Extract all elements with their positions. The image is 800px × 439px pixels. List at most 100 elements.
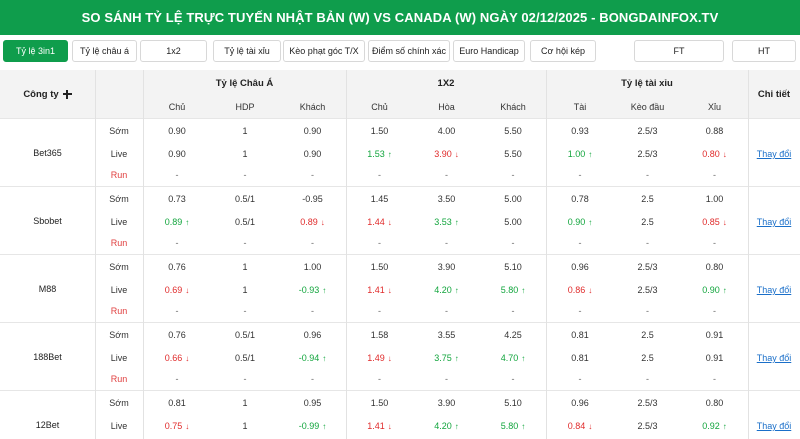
odds-value: -: [175, 170, 179, 180]
row-label: Live: [110, 353, 128, 363]
tab-1[interactable]: Tỷ lệ châu á: [72, 40, 137, 62]
odds-cell-ah-home: 0.69 ↓: [143, 279, 211, 301]
plus-icon[interactable]: [62, 89, 72, 99]
odds-value: 2.5/3: [637, 285, 658, 295]
odds-value: 1.00: [303, 262, 322, 272]
odds-cell-ah-away: -: [279, 164, 346, 186]
odds-value: -: [243, 306, 247, 316]
odds-cell-x12-draw: 4.20 ↑: [413, 279, 480, 301]
odds-cell-x12-draw: 3.55: [413, 324, 480, 346]
odds-cell-ou-line: -: [614, 300, 681, 322]
arrow-up-icon: ↑: [521, 421, 526, 431]
odds-value: 0.95: [303, 398, 322, 408]
arrow-up-icon: ↑: [722, 421, 727, 431]
odds-value: 2.5/3: [637, 262, 658, 272]
odds-cell-ah-away: 0.89 ↓: [279, 211, 346, 233]
odds-value: -: [511, 170, 515, 180]
odds-cell-ah-away: 0.90: [279, 143, 346, 165]
odds-cell-x12-draw: 4.20 ↑: [413, 415, 480, 437]
odds-value: 0.92: [702, 421, 720, 431]
odds-value: -: [646, 374, 649, 384]
subheader-x12-away: Khách: [500, 102, 526, 112]
change-history-link[interactable]: Thay đổi: [756, 285, 792, 295]
odds-value: -: [175, 306, 179, 316]
odds-cell-x12-draw: -: [413, 300, 480, 322]
odds-table: Công ty Tỷ lệ Châu Á 1X2 Tỷ lệ tài xỉu C…: [0, 70, 800, 439]
tab-9[interactable]: HT: [732, 40, 796, 62]
odds-cell-x12-away: 5.00: [480, 211, 546, 233]
arrow-down-icon: ↓: [185, 285, 190, 295]
change-history-link[interactable]: Thay đổi: [756, 353, 792, 363]
odds-cell-x12-home: 1.50: [346, 256, 413, 278]
odds-cell-ah-hdp: 0.5/1: [211, 347, 279, 369]
odds-cell-ah-hdp: 1: [211, 279, 279, 301]
odds-value: 0.96: [571, 262, 589, 272]
tab-5[interactable]: Điểm số chính xác: [368, 40, 450, 62]
odds-cell-ou-over: 0.78: [546, 188, 614, 210]
odds-value: 0.86: [567, 285, 586, 295]
change-history-link[interactable]: Thay đổi: [756, 217, 792, 227]
odds-value: -: [578, 170, 582, 180]
odds-cell-ou-over: 1.00 ↑: [546, 143, 614, 165]
company-row-group: M88 Sớm 0.76 1 1.00 1.50 3.90 5.10 0.96 2.5/3 0.80…: [0, 254, 800, 321]
odds-value: 1.58: [370, 330, 389, 340]
odds-cell-ou-line: 2.5/3: [614, 120, 681, 142]
odds-cell-x12-draw: 3.75 ↑: [413, 347, 480, 369]
odds-value: -: [175, 238, 179, 248]
tab-3[interactable]: Tỷ lệ tài xỉu: [213, 40, 281, 62]
company-row-group: Sbobet Sớm 0.73 0.5/1 -0.95 1.45 3.50 5.00 0.78 2…: [0, 186, 800, 253]
odds-row-live: Live 0.90 1 0.90 1.53 ↑ 3.90 ↓ 5.50 1.00 ↑ 2.5/3 0.8…: [95, 143, 800, 165]
odds-value: -: [713, 170, 716, 180]
odds-value: 5.00: [504, 217, 522, 227]
tab-6[interactable]: Euro Handicap: [453, 40, 525, 62]
odds-row-early: Sớm 0.73 0.5/1 -0.95 1.45 3.50 5.00 0.78 2.5 1.00: [95, 188, 800, 210]
odds-value: 0.66: [164, 353, 183, 363]
arrow-down-icon: ↓: [454, 149, 459, 159]
change-history-link[interactable]: Thay đổi: [756, 149, 792, 159]
change-history-link[interactable]: Thay đổi: [756, 421, 792, 431]
odds-value: -: [713, 374, 716, 384]
odds-row-run: Run - - - - - - - - -: [95, 300, 800, 322]
tab-7[interactable]: Cơ hội kép: [530, 40, 596, 62]
odds-cell-ah-away: -0.93 ↑: [279, 279, 346, 301]
odds-cell-x12-away: 5.80 ↑: [480, 279, 546, 301]
odds-cell-x12-away: 5.10: [480, 392, 546, 414]
company-name: 188Bet: [33, 351, 62, 362]
tab-0[interactable]: Tỷ lệ 3in1: [3, 40, 68, 62]
odds-value: -: [311, 374, 314, 384]
odds-value: -0.94: [298, 353, 320, 363]
odds-cell-ou-line: 2.5/3: [614, 143, 681, 165]
odds-cell-ou-over: 0.90 ↑: [546, 211, 614, 233]
odds-cell-ou-under: 0.80: [681, 256, 748, 278]
tab-8[interactable]: FT: [634, 40, 724, 62]
odds-cell-ou-line: 2.5: [614, 188, 681, 210]
odds-value: -: [713, 306, 716, 316]
odds-cell-ah-hdp: 0.5/1: [211, 211, 279, 233]
odds-cell-x12-home: 1.44 ↓: [346, 211, 413, 233]
odds-cell-ah-hdp: 1: [211, 143, 279, 165]
odds-cell-ou-under: 0.85 ↓: [681, 211, 748, 233]
company-row-group: Bet365 Sớm 0.90 1 0.90 1.50 4.00 5.50 0.93 2.5/3 0…: [0, 118, 800, 185]
odds-cell-ah-hdp: 1: [211, 415, 279, 437]
odds-row-run: Run - - - - - - - - -: [95, 164, 800, 186]
odds-row-early: Sớm 0.90 1 0.90 1.50 4.00 5.50 0.93 2.5/3 0.88: [95, 120, 800, 142]
odds-value: 2.5: [641, 217, 654, 227]
over-under-header: Tỷ lệ tài xỉu: [621, 77, 673, 89]
odds-tabs: Tỷ lệ 3in1 Tỷ lệ châu á 1x2 Tỷ lệ tài xỉu Kè…: [0, 40, 800, 66]
change-link-cell: Thay đổi: [748, 211, 800, 233]
odds-row-run: Run - - - - - - - - -: [95, 232, 800, 254]
column-divider: [748, 70, 749, 439]
odds-cell-x12-home: 1.45: [346, 188, 413, 210]
column-divider: [346, 70, 347, 439]
odds-value: 5.10: [504, 262, 522, 272]
odds-value: 0.89: [164, 217, 183, 227]
company-column-header[interactable]: Công ty: [0, 70, 95, 118]
tab-4[interactable]: Kèo phạt góc T/X: [283, 40, 365, 62]
odds-cell-x12-away: 5.10: [480, 256, 546, 278]
odds-cell-x12-away: 5.50: [480, 120, 546, 142]
odds-value: -: [646, 170, 649, 180]
odds-cell-ah-home: -: [143, 232, 211, 254]
arrow-down-icon: ↓: [588, 421, 593, 431]
tab-2[interactable]: 1x2: [140, 40, 207, 62]
odds-value: 3.53: [434, 217, 452, 227]
